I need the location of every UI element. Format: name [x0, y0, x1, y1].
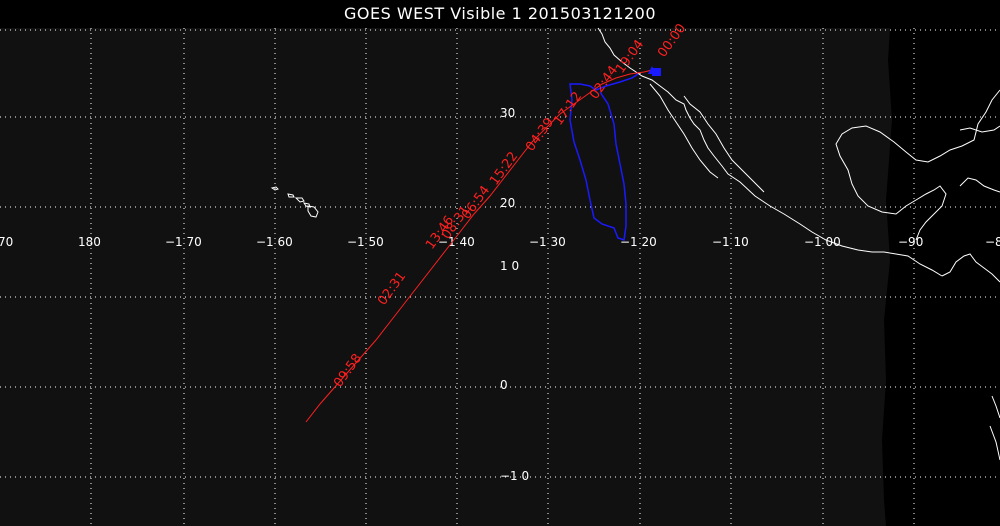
gulf-of-mexico-coast [835, 89, 1000, 241]
lat-label: −1 0 [500, 469, 529, 483]
latitude-labels: 30 20 1 0 0 −1 0 [500, 106, 529, 483]
lat-label: 30 [500, 106, 515, 120]
lon-label: −1 10 [712, 235, 749, 249]
trajectory-line [305, 69, 653, 423]
triangle-marker-icon [648, 66, 656, 74]
central-america-coast [941, 177, 1000, 283]
lon-label: −8 [985, 235, 1000, 249]
site-marker-icon [652, 68, 661, 76]
hawaii-island [307, 205, 319, 218]
lat-lon-grid [0, 28, 1000, 526]
lon-label: −1 60 [256, 235, 293, 249]
hawaii-island [287, 193, 295, 198]
south-america-coast [989, 395, 1000, 461]
lon-label: 180 [78, 235, 101, 249]
coastlines [270, 27, 1000, 461]
lat-label: 0 [500, 378, 508, 392]
model-path-line [569, 73, 639, 241]
satellite-coverage-area [0, 28, 892, 526]
hawaii-island [302, 202, 311, 208]
lon-label: 70 [0, 235, 13, 249]
lon-label: −90 [898, 235, 923, 249]
hawaii-island [270, 186, 279, 191]
baja-gulf-coast [649, 83, 765, 193]
lon-label: −1 50 [347, 235, 384, 249]
lat-label: 20 [500, 196, 515, 210]
lon-label: −1 00 [804, 235, 841, 249]
cuba-coast [959, 125, 1000, 133]
lon-label: −1 40 [438, 235, 475, 249]
hawaii-island [294, 197, 305, 203]
lat-label: 1 0 [500, 259, 519, 273]
lon-label: −1 30 [529, 235, 566, 249]
map-title: GOES WEST Visible 1 201503121200 [343, 4, 657, 23]
north-america-west-coast [597, 27, 943, 277]
lon-label: −1 70 [165, 235, 202, 249]
lon-label: −1 20 [620, 235, 657, 249]
